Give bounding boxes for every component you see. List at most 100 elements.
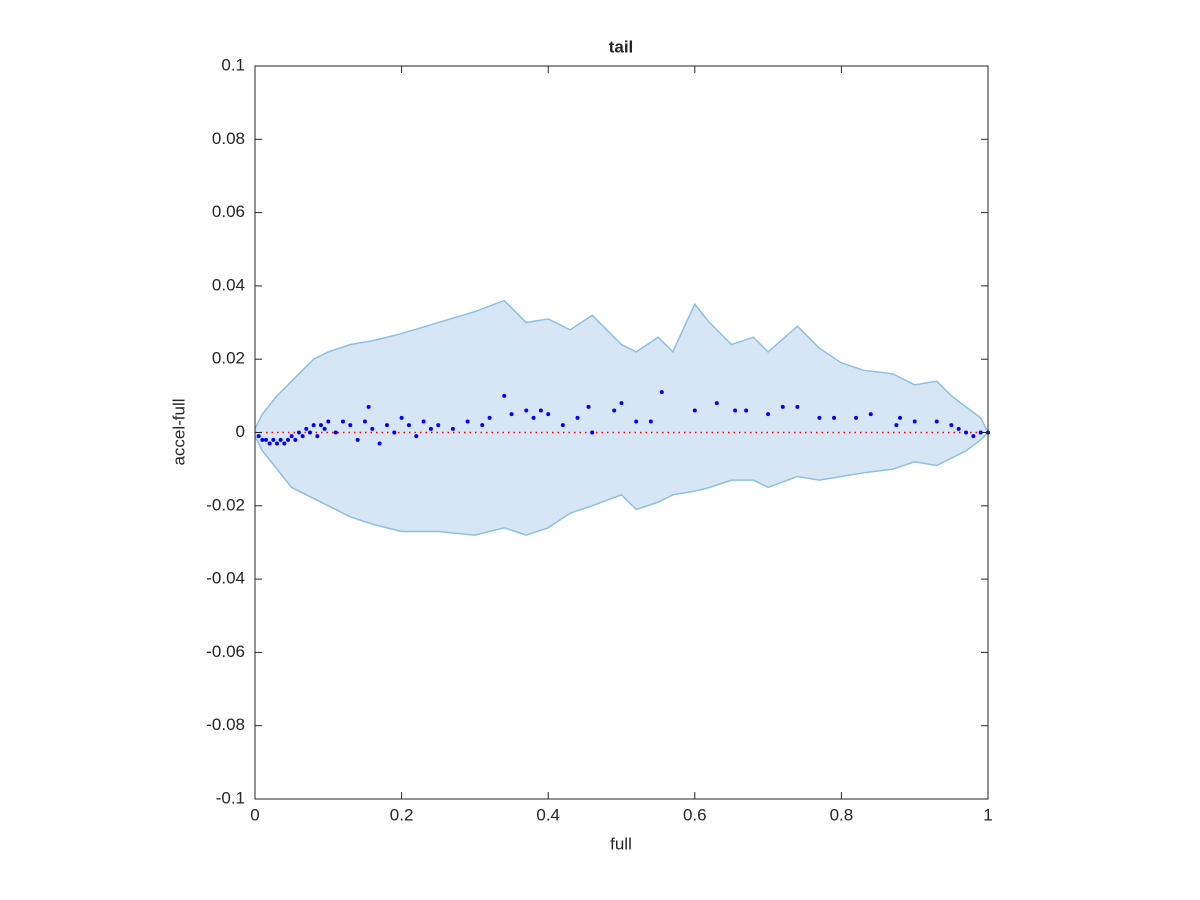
y-tick-label: 0: [236, 422, 245, 441]
point: [854, 415, 859, 420]
point: [575, 415, 580, 420]
point: [348, 423, 353, 428]
point: [362, 419, 367, 424]
point: [894, 423, 899, 428]
point: [293, 437, 298, 442]
point: [436, 423, 441, 428]
point: [898, 415, 903, 420]
point: [590, 430, 595, 435]
point: [465, 419, 470, 424]
point: [795, 404, 800, 409]
point: [634, 419, 639, 424]
point: [285, 437, 290, 442]
point: [296, 430, 301, 435]
point: [964, 430, 969, 435]
point: [659, 390, 664, 395]
y-tick-label: -0.08: [206, 715, 245, 734]
point: [384, 423, 389, 428]
y-tick-label: 0.04: [212, 275, 245, 294]
point: [307, 430, 312, 435]
point: [780, 404, 785, 409]
point: [524, 408, 529, 413]
point: [733, 408, 738, 413]
y-axis-label: accel-full: [169, 398, 188, 465]
point: [912, 419, 917, 424]
point: [322, 426, 327, 431]
point: [355, 437, 360, 442]
point: [278, 437, 283, 442]
point: [304, 426, 309, 431]
y-tick-label: 0.1: [221, 55, 245, 74]
point: [538, 408, 543, 413]
point: [978, 430, 983, 435]
point: [648, 419, 653, 424]
point: [619, 401, 624, 406]
point: [399, 415, 404, 420]
point: [340, 419, 345, 424]
point: [377, 441, 382, 446]
point: [744, 408, 749, 413]
point: [509, 412, 514, 417]
point: [333, 430, 338, 435]
point: [546, 412, 551, 417]
band-fill: [255, 300, 988, 536]
point: [971, 434, 976, 439]
band-upper: [254, 299, 989, 433]
point: [531, 415, 536, 420]
point: [450, 426, 455, 431]
point: [414, 434, 419, 439]
point: [956, 426, 961, 431]
point: [868, 412, 873, 417]
band-lower: [254, 431, 989, 536]
point: [256, 434, 261, 439]
point: [315, 434, 320, 439]
point: [560, 423, 565, 428]
point: [282, 441, 287, 446]
point: [480, 423, 485, 428]
point: [366, 404, 371, 409]
point: [586, 404, 591, 409]
y-tick-label: -0.06: [206, 642, 245, 661]
x-tick-label: 0.2: [390, 805, 414, 824]
x-tick-label: 0.8: [830, 805, 854, 824]
point: [271, 437, 276, 442]
point: [260, 437, 265, 442]
x-tick-label: 0.4: [536, 805, 560, 824]
point: [949, 423, 954, 428]
point: [370, 426, 375, 431]
point: [487, 415, 492, 420]
y-tick-label: 0.06: [212, 202, 245, 221]
point: [289, 434, 294, 439]
point: [263, 437, 268, 442]
point: [318, 423, 323, 428]
x-tick-label: 1: [983, 805, 992, 824]
point: [612, 408, 617, 413]
point: [692, 408, 697, 413]
x-axis-label: full: [610, 834, 632, 853]
y-tick-label: -0.1: [216, 788, 245, 807]
point: [406, 423, 411, 428]
point: [392, 430, 397, 435]
point: [817, 415, 822, 420]
x-tick-label: 0.6: [683, 805, 707, 824]
point: [934, 419, 939, 424]
y-tick-label: -0.02: [206, 495, 245, 514]
chart-title: tail: [609, 37, 634, 56]
y-tick-label: 0.08: [212, 129, 245, 148]
point: [300, 434, 305, 439]
point: [421, 419, 426, 424]
point: [714, 401, 719, 406]
point: [326, 419, 331, 424]
y-tick-label: -0.04: [206, 569, 245, 588]
point: [311, 423, 316, 428]
point: [428, 426, 433, 431]
point: [832, 415, 837, 420]
point: [502, 393, 507, 398]
point: [766, 412, 771, 417]
point: [274, 441, 279, 446]
x-tick-label: 0: [250, 805, 259, 824]
y-tick-label: 0.02: [212, 349, 245, 368]
point: [267, 441, 272, 446]
